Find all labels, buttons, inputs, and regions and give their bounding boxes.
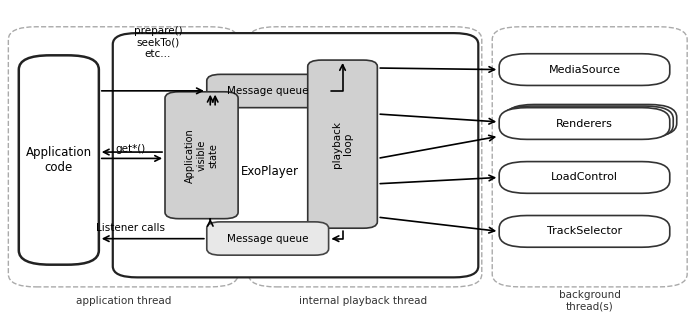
- Text: TrackSelector: TrackSelector: [547, 226, 622, 236]
- FancyBboxPatch shape: [499, 108, 670, 140]
- Text: application thread: application thread: [75, 296, 171, 306]
- Text: Application
visible
state: Application visible state: [185, 128, 218, 183]
- FancyBboxPatch shape: [499, 54, 670, 85]
- FancyBboxPatch shape: [207, 222, 329, 255]
- Text: MediaSource: MediaSource: [549, 65, 621, 75]
- Text: background
thread(s): background thread(s): [559, 290, 621, 312]
- Text: Message queue: Message queue: [227, 86, 308, 96]
- FancyBboxPatch shape: [499, 215, 670, 247]
- FancyBboxPatch shape: [499, 162, 670, 193]
- Text: LoadControl: LoadControl: [551, 172, 618, 182]
- Text: Listener calls: Listener calls: [96, 223, 165, 233]
- FancyBboxPatch shape: [207, 74, 329, 108]
- Text: Message queue: Message queue: [227, 234, 308, 244]
- FancyBboxPatch shape: [113, 33, 478, 277]
- FancyBboxPatch shape: [165, 92, 238, 219]
- FancyBboxPatch shape: [503, 106, 673, 138]
- FancyBboxPatch shape: [308, 60, 377, 228]
- Text: ExoPlayer: ExoPlayer: [240, 164, 298, 178]
- Text: internal playback thread: internal playback thread: [299, 296, 428, 306]
- Text: Renderers: Renderers: [556, 118, 613, 129]
- Text: Application
code: Application code: [26, 146, 92, 174]
- FancyBboxPatch shape: [19, 55, 99, 265]
- Text: get*(): get*(): [115, 144, 145, 154]
- Text: prepare()
seekTo()
etc...: prepare() seekTo() etc...: [134, 26, 182, 59]
- Text: playback
loop: playback loop: [332, 121, 353, 168]
- FancyBboxPatch shape: [506, 105, 677, 136]
